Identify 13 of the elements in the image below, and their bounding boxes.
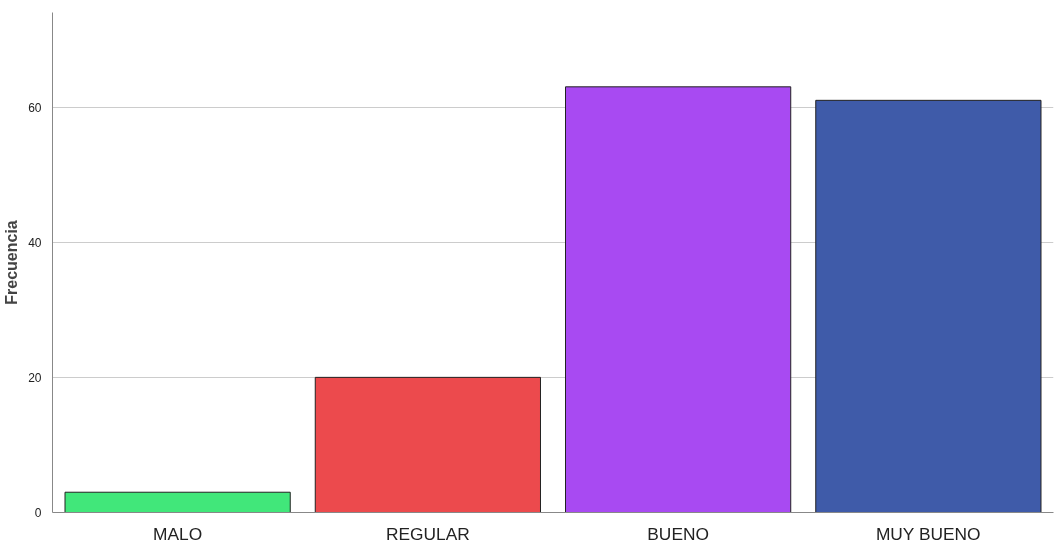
bar: [314, 376, 541, 513]
x-tick-label: REGULAR: [385, 523, 470, 544]
bar: [64, 491, 291, 513]
y-tick-label: 0: [34, 506, 42, 520]
y-axis-title: Frecuencia: [3, 220, 21, 305]
bar: [815, 99, 1042, 513]
x-tick-label: MUY BUENO: [875, 523, 981, 544]
y-tick-label: 60: [28, 100, 42, 115]
x-tick-label: MALO: [153, 523, 203, 544]
x-tick-label: BUENO: [647, 523, 709, 544]
bar: [565, 86, 792, 513]
y-tick-label: 20: [28, 370, 42, 385]
y-tick-label: 40: [28, 235, 42, 250]
